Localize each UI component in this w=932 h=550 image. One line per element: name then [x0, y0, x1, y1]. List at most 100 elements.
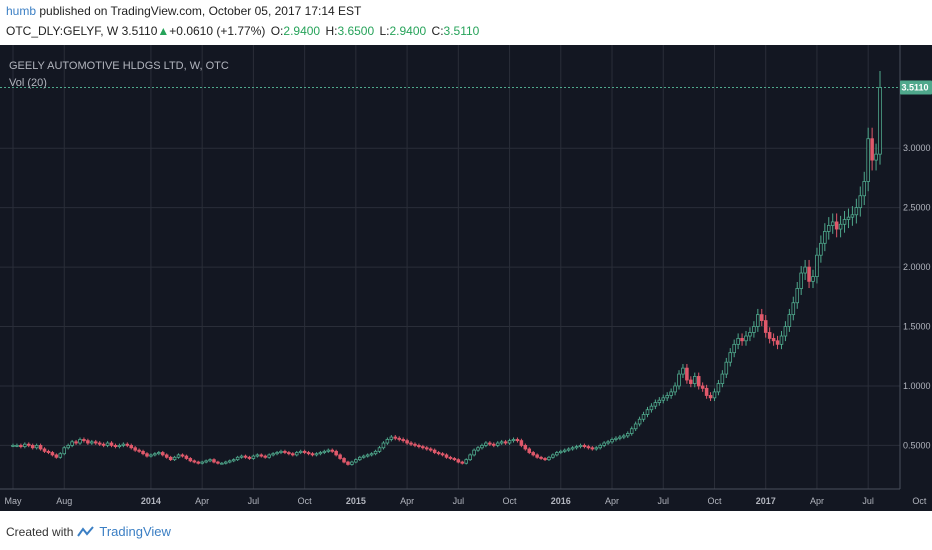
- candle-body: [503, 441, 508, 444]
- candle-body: [641, 414, 646, 420]
- candle-body: [54, 454, 59, 458]
- candle-body: [811, 276, 815, 282]
- candle-body: [220, 462, 224, 465]
- candle-body: [354, 459, 358, 463]
- candle-body: [838, 223, 843, 230]
- candle-body: [350, 461, 354, 465]
- candle-body: [82, 439, 86, 442]
- candle-body: [779, 335, 784, 345]
- candle-body: [460, 461, 465, 464]
- candle-body: [306, 452, 311, 455]
- candle-body: [559, 450, 563, 453]
- open-value: 2.9400: [283, 24, 321, 38]
- candle-body: [515, 439, 520, 442]
- candle-body: [90, 441, 94, 444]
- candle-body: [121, 443, 126, 446]
- candle-body: [62, 447, 67, 455]
- candle-body: [716, 383, 721, 393]
- candle-body: [570, 447, 575, 450]
- candle-body: [795, 288, 800, 304]
- candle-body: [255, 454, 260, 457]
- author-link[interactable]: humb: [6, 4, 37, 18]
- candle-body: [661, 397, 666, 401]
- candle-body: [763, 320, 768, 333]
- symbol-info-bar: OTC_DLY:GELYF, W 3.5110▲+0.0610 (+1.77%)…: [6, 24, 479, 38]
- candle-body: [732, 343, 736, 354]
- candle-body: [582, 444, 587, 447]
- candle-body: [759, 314, 764, 321]
- candle-body: [562, 449, 567, 452]
- candle-body: [314, 453, 319, 456]
- candle-body: [358, 456, 362, 461]
- candle-body: [204, 460, 208, 463]
- candle-body: [791, 302, 796, 316]
- candle-body: [405, 440, 409, 444]
- candle-body: [30, 444, 35, 449]
- candle-body: [93, 441, 98, 444]
- candle-body: [271, 453, 275, 456]
- candle-body: [243, 455, 248, 458]
- candle-body: [361, 455, 366, 458]
- candle-body: [334, 450, 338, 456]
- candle-body: [842, 219, 847, 225]
- candle-body: [227, 460, 232, 463]
- candle-body: [34, 444, 39, 449]
- candle-body: [771, 338, 776, 342]
- close-value: 3.5110: [443, 24, 480, 38]
- candle-body: [807, 266, 811, 282]
- x-tick-label: 2015: [346, 496, 366, 506]
- x-tick-label: Oct: [912, 496, 927, 506]
- x-tick-label: Oct: [298, 496, 313, 506]
- candle-body: [834, 221, 839, 230]
- y-tick-label: 1.0000: [903, 381, 931, 391]
- y-tick-label: 3.0000: [903, 143, 931, 153]
- candle-body: [700, 385, 705, 389]
- candle-body: [432, 449, 437, 453]
- candle-body: [117, 444, 122, 447]
- price-scale[interactable]: [900, 45, 932, 489]
- close-label: C:: [431, 24, 444, 38]
- candle-body: [578, 444, 583, 447]
- candle-body: [421, 446, 425, 449]
- price-chart[interactable]: 0.5000 1.0000 1.5000 2.0000 2.5000 3.0000 3.5…: [0, 45, 932, 511]
- time-scale[interactable]: [0, 489, 932, 511]
- candle-body: [26, 443, 31, 446]
- candle-body: [850, 214, 855, 218]
- candle-body: [507, 440, 512, 444]
- candle-body: [133, 447, 137, 451]
- candle-body: [342, 458, 346, 463]
- candle-body: [385, 439, 390, 444]
- candle-body: [740, 338, 744, 342]
- candle-body: [129, 444, 134, 449]
- candle-body: [846, 216, 851, 220]
- candle-body: [436, 452, 441, 455]
- y-tick-label: 2.0000: [903, 262, 931, 272]
- tradingview-brand[interactable]: TradingView: [99, 524, 171, 539]
- candle-body: [870, 138, 874, 161]
- x-tick-label: 2017: [756, 496, 776, 506]
- candle-body: [137, 449, 141, 452]
- candle-body: [149, 454, 153, 457]
- candle-body: [803, 266, 807, 274]
- candle-body: [326, 449, 331, 452]
- candle-body: [283, 450, 287, 453]
- candles: [11, 70, 882, 466]
- publish-info: humb published on TradingView.com, Octob…: [6, 4, 361, 18]
- candle-body: [535, 454, 539, 458]
- x-tick-label: Apr: [400, 496, 414, 506]
- candle-body: [365, 454, 370, 457]
- candle-body: [125, 443, 130, 446]
- candle-body: [799, 272, 803, 289]
- candle-body: [11, 444, 15, 447]
- candle-body: [184, 455, 189, 459]
- high-label: H:: [325, 24, 338, 38]
- candle-body: [393, 436, 398, 439]
- candle-body: [413, 443, 417, 446]
- candle-body: [606, 441, 610, 444]
- candle-body: [239, 455, 244, 458]
- candle-body: [551, 454, 555, 458]
- candle-body: [826, 225, 831, 232]
- candle-body: [547, 456, 551, 461]
- candle-body: [338, 454, 342, 459]
- candle-body: [109, 442, 114, 446]
